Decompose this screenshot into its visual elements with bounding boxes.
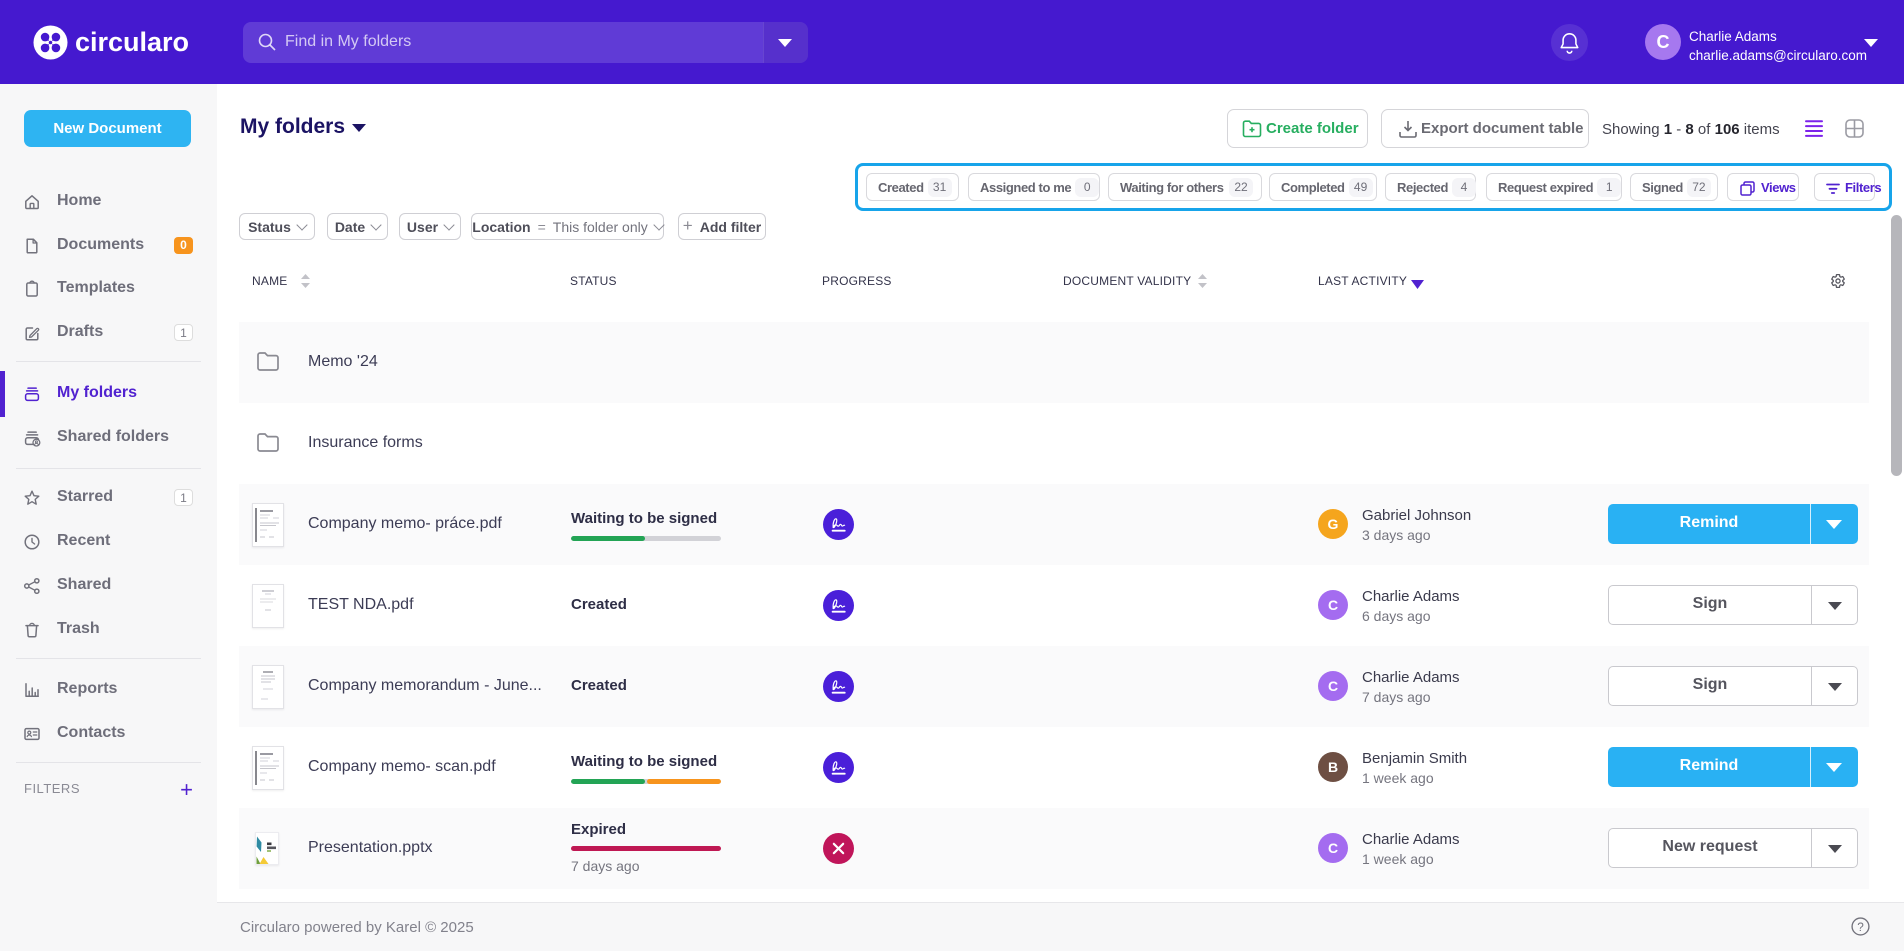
svg-text:?: ? <box>1857 921 1864 934</box>
